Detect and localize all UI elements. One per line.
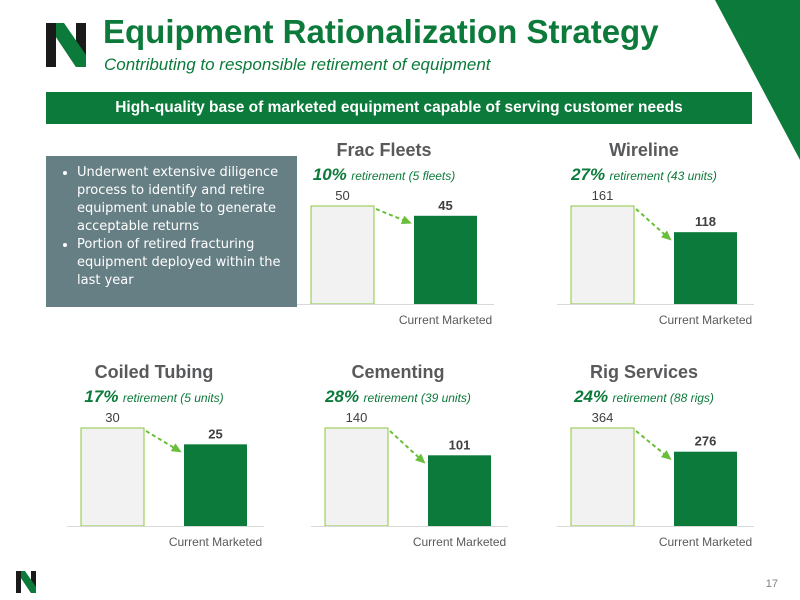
note-item: Underwent extensive diligence process to…: [77, 164, 289, 236]
chart-subtitle: 28% retirement (39 units): [268, 387, 528, 407]
retirement-pct: 28%: [325, 387, 360, 406]
decline-arrow-head: [400, 215, 412, 224]
retirement-note: retirement (5 units): [122, 391, 224, 405]
data-label: 30: [105, 410, 119, 425]
chart-subtitle: 10% retirement (5 fleets): [254, 165, 514, 185]
data-label: 25: [208, 426, 222, 441]
retirement-pct: 17%: [84, 387, 119, 406]
bar-original: [570, 427, 635, 527]
decline-arrow-head: [415, 453, 426, 464]
category-label: Current Marketed: [413, 535, 506, 549]
data-label: 101: [449, 437, 471, 452]
bar-chart: 364 276 Current Marketed: [557, 410, 754, 549]
retirement-note: retirement (43 units): [609, 169, 717, 183]
bar-original: [324, 427, 389, 527]
category-label: Current Marketed: [659, 313, 752, 327]
decline-arrow-head: [170, 443, 182, 453]
chart-panel-coiled-tubing: Coiled Tubing 17% retirement (5 units) 3…: [24, 362, 284, 572]
data-label: 276: [695, 434, 717, 449]
retirement-pct: 24%: [574, 387, 609, 406]
data-label: 50: [335, 188, 349, 203]
page-title: Equipment Rationalization Strategy: [103, 13, 659, 50]
chart-title: Rig Services: [589, 362, 699, 382]
footer-logo-icon: [16, 571, 36, 593]
chart-panel-wireline: Wireline 27% retirement (43 units) 161 11…: [514, 140, 774, 350]
note-item: Portion of retired fracturing equipment …: [77, 236, 289, 290]
chart-title: Wireline: [609, 140, 679, 160]
bar-original: [310, 205, 375, 305]
chart-title: Frac Fleets: [336, 140, 432, 160]
bar-chart: 30 25 Current Marketed: [67, 410, 264, 549]
retirement-note: retirement (88 rigs): [612, 391, 714, 405]
category-label: Current Marketed: [399, 313, 492, 327]
chart-title: Cementing: [351, 362, 445, 382]
bar-current-marketed: [674, 451, 737, 526]
chart-panel-frac-fleets: Frac Fleets 10% retirement (5 fleets) 50…: [254, 140, 514, 350]
bar-current-marketed: [674, 232, 737, 304]
retirement-note: retirement (39 units): [363, 391, 471, 405]
page-subtitle: Contributing to responsible retirement o…: [104, 55, 491, 74]
chart-panel-cementing: Cementing 28% retirement (39 units) 140 1…: [268, 362, 528, 572]
bar-current-marketed: [414, 215, 477, 304]
decline-arrow-head: [660, 450, 672, 460]
data-label: 364: [592, 410, 614, 425]
chart-subtitle: 17% retirement (5 units): [24, 387, 284, 407]
retirement-pct: 10%: [312, 165, 347, 184]
data-label: 118: [695, 214, 716, 229]
chart-panel-rig-services: Rig Services 24% retirement (88 rigs) 36…: [514, 362, 774, 572]
headline-banner: High-quality base of marketed equipment …: [46, 92, 752, 124]
notes-box: Underwent extensive diligence process to…: [46, 156, 297, 307]
data-label: 140: [346, 410, 368, 425]
chart-subtitle: 27% retirement (43 units): [514, 165, 774, 185]
decline-arrow-head: [661, 230, 672, 241]
bar-chart: 161 118 Current Marketed: [557, 188, 754, 327]
corner-accent-triangle: [715, 0, 800, 160]
chart-title: Coiled Tubing: [94, 362, 214, 382]
data-label: 161: [592, 188, 614, 203]
bar-chart: 140 101 Current Marketed: [311, 410, 508, 549]
retirement-pct: 27%: [571, 165, 606, 184]
bar-current-marketed: [428, 455, 491, 526]
data-label: 45: [438, 198, 452, 213]
bar-original: [570, 205, 635, 305]
category-label: Current Marketed: [659, 535, 752, 549]
chart-subtitle: 24% retirement (88 rigs): [514, 387, 774, 407]
page-number: 17: [765, 578, 778, 590]
category-label: Current Marketed: [169, 535, 262, 549]
bar-current-marketed: [184, 444, 247, 526]
bar-chart: 50 45 Current Marketed: [297, 188, 494, 327]
bar-original: [80, 427, 145, 527]
company-logo-icon: [46, 23, 86, 67]
retirement-note: retirement (5 fleets): [351, 169, 456, 183]
